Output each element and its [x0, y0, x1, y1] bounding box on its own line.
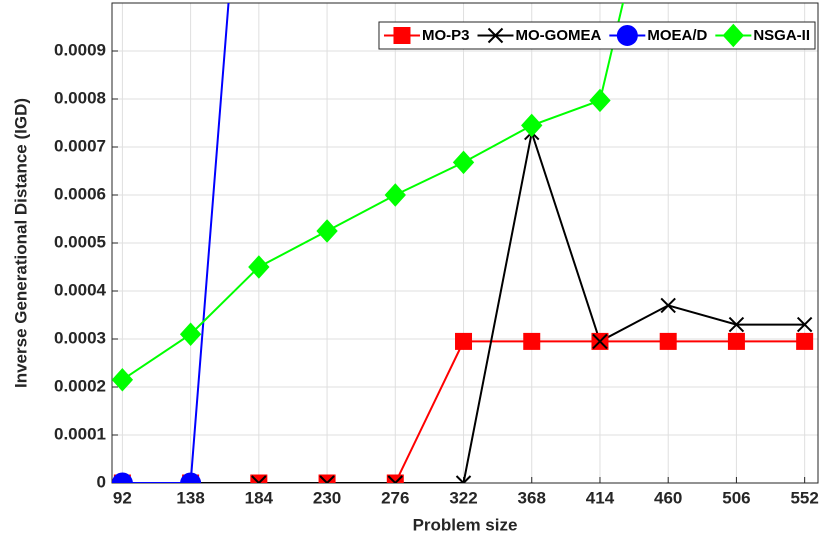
legend-item: NSGA-II [715, 23, 810, 48]
legend-label: MO-GOMEA [516, 27, 602, 44]
marker [250, 474, 268, 483]
y-tick-label: 0.0006 [54, 184, 106, 203]
plot-frame [111, 2, 819, 484]
marker [727, 332, 745, 350]
x-tick-label: 230 [313, 488, 341, 507]
marker [523, 332, 541, 350]
legend-label: NSGA-II [753, 27, 810, 44]
marker [455, 475, 472, 483]
marker [589, 88, 611, 113]
x-tick-label: 322 [449, 488, 477, 507]
marker [386, 474, 404, 483]
marker [387, 475, 403, 483]
x-tick-label: 506 [722, 488, 750, 507]
y-tick-label: 0.0001 [54, 424, 106, 443]
legend-item: MOEA/D [609, 25, 707, 46]
y-tick-label: 0.0002 [54, 376, 106, 395]
y-tick-label: 0.0004 [54, 280, 107, 299]
marker [659, 332, 677, 350]
marker [248, 255, 270, 279]
legend-item: MO-GOMEA [477, 27, 602, 44]
marker [592, 333, 608, 350]
legend: MO-P3 MO-GOMEA MOEA/D NSGA-II [378, 21, 816, 50]
marker [521, 113, 543, 138]
y-tick-label: 0 [97, 472, 106, 491]
series-line [122, 128, 805, 483]
x-tick-label: 552 [790, 488, 818, 507]
marker [384, 183, 406, 207]
y-tick-label: 0.0009 [54, 40, 106, 59]
y-axis-label: Inverse Generational Distance (IGD) [11, 98, 30, 388]
marker [487, 27, 504, 44]
marker [728, 316, 745, 333]
marker [318, 474, 336, 483]
plot-area [112, 3, 814, 483]
x-tick-label: 460 [654, 488, 682, 507]
marker [616, 25, 638, 46]
marker [179, 322, 202, 346]
marker [796, 316, 813, 333]
x-tick-label: 138 [176, 488, 204, 507]
grid [112, 3, 818, 484]
marker [316, 219, 338, 243]
marker [796, 332, 814, 350]
marker [722, 23, 745, 48]
legend-item: MO-P3 [383, 27, 470, 44]
legend-label: MO-P3 [422, 27, 470, 44]
marker [112, 368, 134, 392]
marker [452, 150, 475, 175]
x-axis-label: Problem size [413, 515, 518, 534]
marker [393, 27, 411, 44]
y-tick-label: 0.0008 [54, 88, 106, 107]
y-tick-label: 0.0003 [54, 328, 106, 347]
x-tick-label: 92 [113, 488, 132, 507]
marker [455, 332, 473, 350]
legend-label: MOEA/D [647, 27, 707, 44]
marker [660, 297, 676, 314]
marker [180, 472, 202, 483]
x-tick-label: 276 [381, 488, 409, 507]
x-tick-label: 414 [586, 488, 615, 507]
marker [251, 475, 267, 483]
y-tick-label: 0.0007 [54, 136, 106, 155]
marker [112, 472, 133, 483]
x-tick-label: 368 [518, 488, 546, 507]
x-tick-label: 184 [245, 488, 274, 507]
marker [319, 475, 335, 483]
y-tick-label: 0.0005 [54, 232, 106, 251]
